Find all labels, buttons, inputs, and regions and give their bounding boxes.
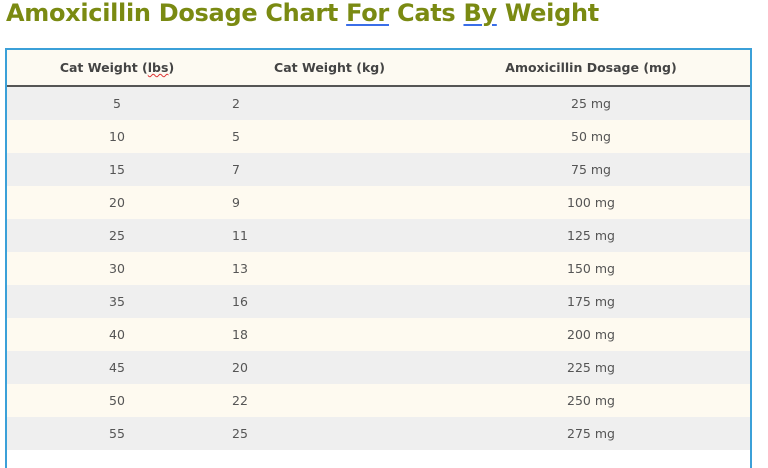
table-row: 40 18 200 mg [7,318,750,351]
dosage-table: Cat Weight (lbs) Cat Weight (kg) Amoxici… [7,50,750,450]
dosage-table-frame: Cat Weight (lbs) Cat Weight (kg) Amoxici… [5,48,752,468]
spellcheck-word: lbs [147,60,169,75]
page-title: Amoxicillin Dosage Chart For Cats By Wei… [6,0,599,27]
cell-weight-lbs: 20 [7,186,227,219]
table-row: 55 25 275 mg [7,417,750,450]
cell-weight-lbs: 25 [7,219,227,252]
cell-weight-lbs: 10 [7,120,227,153]
table-row: 20 9 100 mg [7,186,750,219]
cell-dosage: 50 mg [432,120,750,153]
cell-weight-lbs: 35 [7,285,227,318]
cell-weight-kg: 11 [227,219,432,252]
cell-dosage: 25 mg [432,86,750,120]
cell-dosage: 125 mg [432,219,750,252]
cell-weight-kg: 25 [227,417,432,450]
table-row: 10 5 50 mg [7,120,750,153]
table-row: 15 7 75 mg [7,153,750,186]
table-header-row: Cat Weight (lbs) Cat Weight (kg) Amoxici… [7,50,750,87]
cell-dosage: 200 mg [432,318,750,351]
table-row: 25 11 125 mg [7,219,750,252]
title-text: Weight [496,0,599,27]
cell-weight-lbs: 30 [7,252,227,285]
cell-weight-kg: 22 [227,384,432,417]
cell-dosage: 150 mg [432,252,750,285]
header-weight-kg: Cat Weight (kg) [227,50,432,87]
cell-weight-kg: 5 [227,120,432,153]
cell-dosage: 75 mg [432,153,750,186]
header-dosage: Amoxicillin Dosage (mg) [432,50,750,87]
cell-dosage: 100 mg [432,186,750,219]
cell-weight-lbs: 40 [7,318,227,351]
title-text: Cats [388,0,464,27]
cell-weight-lbs: 50 [7,384,227,417]
cell-dosage: 175 mg [432,285,750,318]
cell-weight-lbs: 45 [7,351,227,384]
table-row: 35 16 175 mg [7,285,750,318]
cell-weight-kg: 2 [227,86,432,120]
cell-weight-kg: 13 [227,252,432,285]
table-row: 5 2 25 mg [7,86,750,120]
table-row: 50 22 250 mg [7,384,750,417]
title-text: Amoxicillin Dosage Chart [6,0,347,27]
title-link-by[interactable]: By [463,0,497,27]
table-row: 45 20 225 mg [7,351,750,384]
cell-dosage: 275 mg [432,417,750,450]
cell-weight-lbs: 55 [7,417,227,450]
cell-weight-lbs: 5 [7,86,227,120]
cell-weight-kg: 16 [227,285,432,318]
cell-weight-kg: 7 [227,153,432,186]
cell-weight-kg: 9 [227,186,432,219]
cell-weight-kg: 20 [227,351,432,384]
table-row: 30 13 150 mg [7,252,750,285]
cell-weight-kg: 18 [227,318,432,351]
cell-weight-lbs: 15 [7,153,227,186]
title-link-for[interactable]: For [346,0,389,27]
cell-dosage: 225 mg [432,351,750,384]
header-weight-lbs: Cat Weight (lbs) [7,50,227,87]
cell-dosage: 250 mg [432,384,750,417]
